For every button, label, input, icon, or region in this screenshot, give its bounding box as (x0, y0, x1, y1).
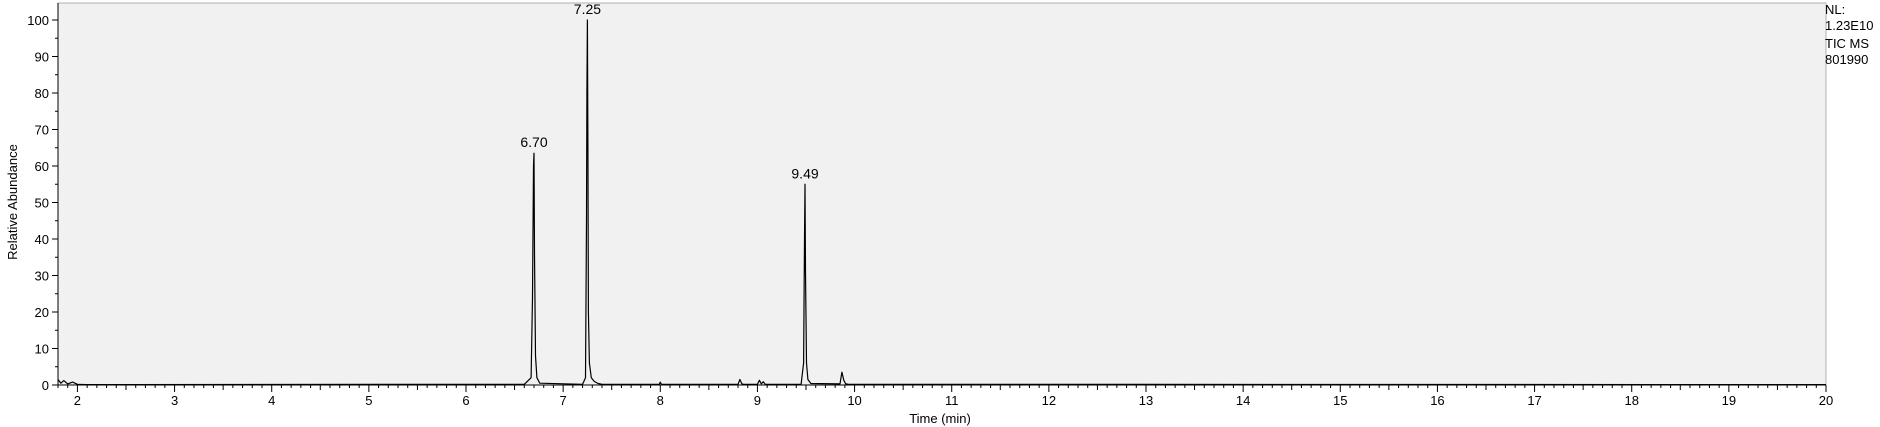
x-tick-label: 17 (1527, 393, 1541, 408)
x-tick-label: 4 (268, 393, 275, 408)
nl-label: NL: (1825, 2, 1846, 17)
x-tick-label: 2 (74, 393, 81, 408)
x-tick-label: 8 (657, 393, 664, 408)
peak-label: 9.49 (791, 165, 818, 181)
plot-area (57, 2, 1827, 386)
x-tick-label: 16 (1430, 393, 1444, 408)
y-tick-label: 90 (35, 50, 49, 65)
x-tick-label: 19 (1722, 393, 1736, 408)
x-axis-title: Time (min) (909, 411, 971, 426)
trace-type: TIC MS (1825, 36, 1870, 51)
x-tick-label: 5 (365, 393, 372, 408)
x-tick-label: 3 (171, 393, 178, 408)
x-tick-label: 6 (462, 393, 469, 408)
y-tick-label: 10 (35, 342, 49, 357)
x-tick-label: 20 (1819, 393, 1833, 408)
y-tick-label: 50 (35, 196, 49, 211)
x-tick-label: 9 (754, 393, 761, 408)
x-tick-label: 10 (847, 393, 861, 408)
x-tick-label: 11 (945, 393, 959, 408)
x-tick-label: 7 (560, 393, 567, 408)
peak-label: 7.25 (574, 1, 601, 17)
x-tick-label: 15 (1333, 393, 1347, 408)
y-axis-title: Relative Abundance (5, 144, 20, 260)
series-line (57, 19, 1827, 386)
y-tick-label: 30 (35, 269, 49, 284)
y-tick-label: 100 (27, 13, 49, 28)
y-axis: 0 10 20 30 40 50 60 70 80 90 100 (27, 3, 59, 393)
x-tick-label: 12 (1042, 393, 1056, 408)
nl-value: 1.23E10 (1825, 18, 1874, 33)
x-tick-label: 13 (1139, 393, 1153, 408)
trace-group (57, 19, 1827, 386)
x-tick-label: 18 (1624, 393, 1638, 408)
peak-label: 6.70 (520, 134, 547, 150)
peak-labels: 6.70 7.25 9.49 (520, 1, 818, 181)
y-tick-label: 20 (35, 305, 49, 320)
y-tick-label: 0 (42, 378, 49, 393)
file-name: 801990 (1825, 52, 1869, 67)
x-tick-label: 14 (1236, 393, 1250, 408)
y-tick-label: 70 (35, 123, 49, 138)
y-tick-label: 40 (35, 232, 49, 247)
y-tick-label: 60 (35, 159, 49, 174)
y-tick-label: 80 (35, 86, 49, 101)
x-axis: 2 3 4 5 6 7 8 9 10 11 12 13 14 15 16 17 18 19 20 (57, 384, 1833, 408)
